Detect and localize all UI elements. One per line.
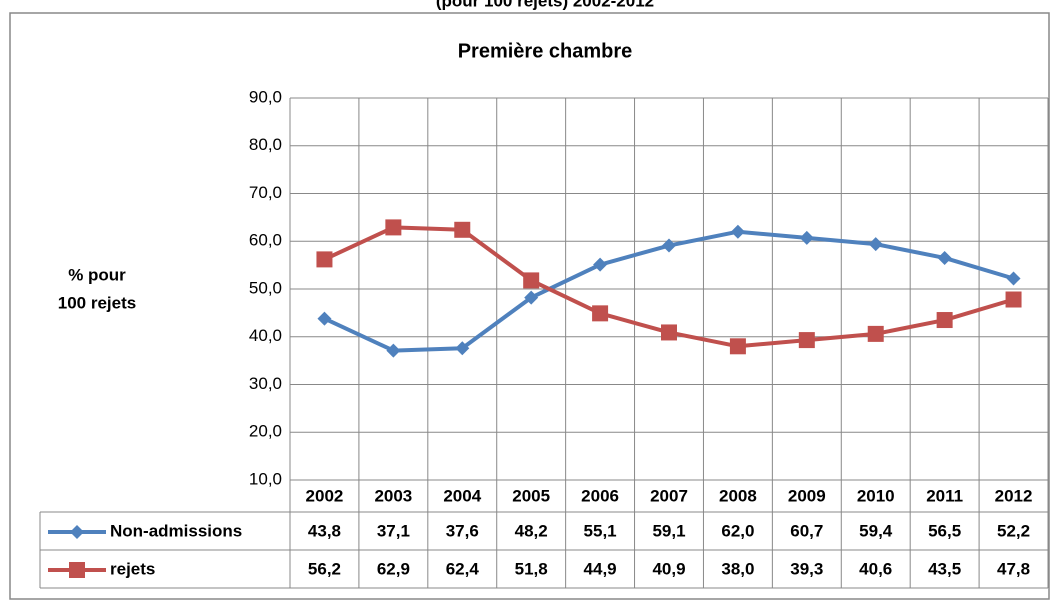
data-point xyxy=(936,312,953,329)
y-tick-label: 20,0 xyxy=(249,422,282,441)
legend-label: rejets xyxy=(110,559,155,578)
data-point xyxy=(592,305,609,322)
data-label: 59,1 xyxy=(652,521,685,540)
data-label: 52,2 xyxy=(997,521,1030,540)
data-label: 55,1 xyxy=(584,521,617,540)
y-tick-label: 50,0 xyxy=(249,278,282,297)
data-point xyxy=(593,257,608,272)
data-point xyxy=(867,325,884,342)
legend-marker xyxy=(70,525,84,539)
data-label: 37,1 xyxy=(377,521,410,540)
data-point xyxy=(524,290,539,305)
x-tick-label: 2007 xyxy=(650,486,688,505)
data-label: 62,4 xyxy=(446,559,480,578)
data-label: 60,7 xyxy=(790,521,823,540)
data-point xyxy=(386,343,401,358)
x-tick-label: 2004 xyxy=(443,486,481,505)
y-axis-label: 100 rejets xyxy=(58,293,136,312)
data-label: 48,2 xyxy=(515,521,548,540)
data-point xyxy=(455,341,470,356)
data-label: 51,8 xyxy=(515,559,548,578)
data-point xyxy=(1006,271,1021,286)
x-tick-label: 2002 xyxy=(306,486,344,505)
data-point xyxy=(661,324,677,341)
data-label: 59,4 xyxy=(859,521,893,540)
data-label: 62,0 xyxy=(721,521,754,540)
data-point xyxy=(1005,291,1022,308)
y-axis-label: % pour xyxy=(68,265,126,284)
data-label: 39,3 xyxy=(790,559,823,578)
y-tick-label: 90,0 xyxy=(249,87,282,106)
data-label: 43,5 xyxy=(928,559,961,578)
x-tick-label: 2005 xyxy=(512,486,550,505)
x-tick-label: 2012 xyxy=(995,486,1033,505)
y-tick-label: 40,0 xyxy=(249,326,282,345)
x-tick-label: 2008 xyxy=(719,486,757,505)
data-point xyxy=(729,338,746,355)
x-tick-label: 2006 xyxy=(581,486,619,505)
x-tick-label: 2009 xyxy=(788,486,826,505)
data-point xyxy=(454,221,471,238)
chart-title: Première chambre xyxy=(458,40,633,62)
chart-suptitle: (pour 100 rejets) 2002-2012 xyxy=(436,0,654,10)
data-point xyxy=(730,224,745,239)
x-tick-label: 2011 xyxy=(926,486,963,505)
data-point xyxy=(937,250,952,265)
y-tick-label: 60,0 xyxy=(249,231,282,250)
data-point xyxy=(798,332,815,349)
data-point xyxy=(385,219,402,236)
data-point xyxy=(662,238,676,253)
x-tick-label: 2003 xyxy=(374,486,412,505)
data-label: 37,6 xyxy=(446,521,479,540)
legend-marker xyxy=(69,562,85,578)
x-tick-label: 2010 xyxy=(857,486,895,505)
data-label: 40,6 xyxy=(859,559,892,578)
data-point xyxy=(523,272,540,289)
legend-label: Non-admissions xyxy=(110,521,242,540)
data-point xyxy=(316,251,333,268)
data-point xyxy=(868,237,883,252)
data-point xyxy=(799,230,814,245)
data-label: 62,9 xyxy=(377,559,410,578)
chart-border xyxy=(9,12,1050,600)
y-tick-label: 10,0 xyxy=(249,469,282,488)
data-label: 40,9 xyxy=(652,559,685,578)
data-label: 38,0 xyxy=(721,559,754,578)
y-tick-label: 70,0 xyxy=(249,183,282,202)
y-tick-label: 80,0 xyxy=(249,135,282,154)
data-label: 56,2 xyxy=(308,559,341,578)
data-label: 47,8 xyxy=(997,559,1030,578)
y-tick-label: 30,0 xyxy=(249,374,282,393)
data-point xyxy=(317,311,332,326)
data-label: 56,5 xyxy=(928,521,961,540)
data-label: 44,9 xyxy=(584,559,617,578)
data-label: 43,8 xyxy=(308,521,341,540)
